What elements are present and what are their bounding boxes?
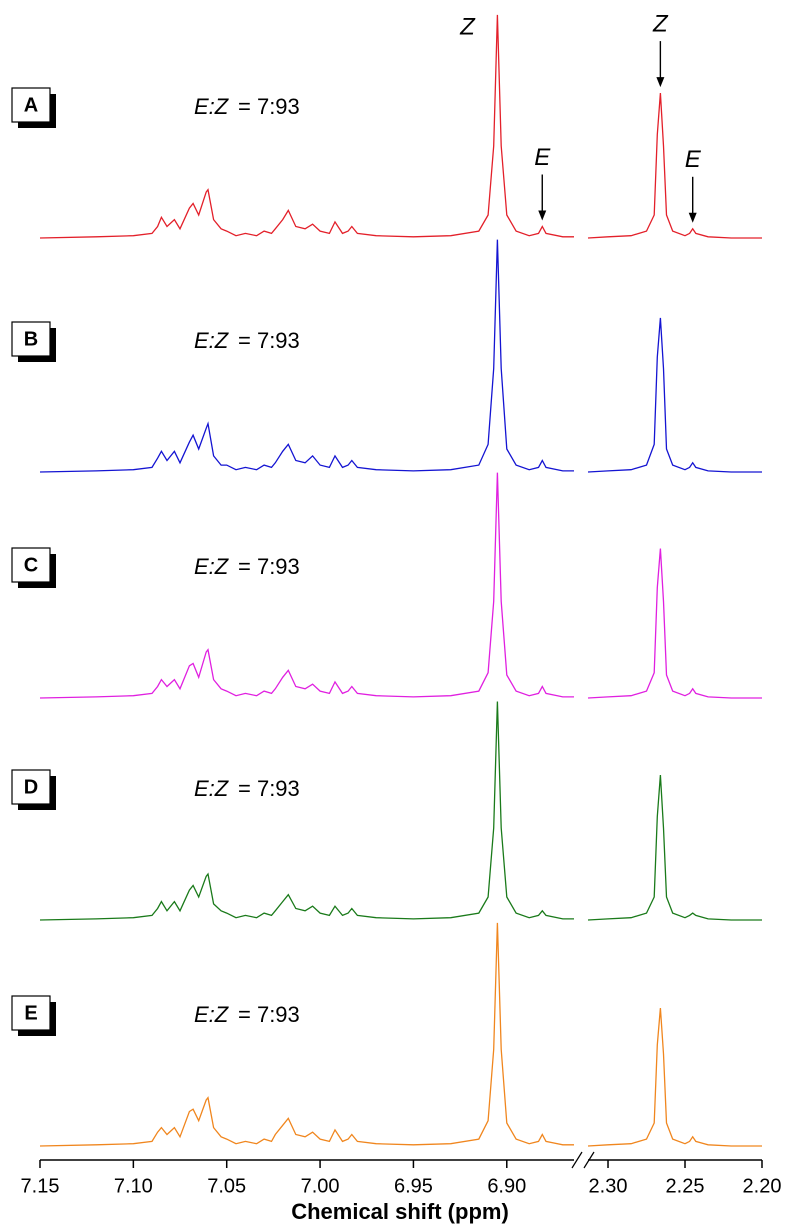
- spectrum-line: [39, 701, 574, 921]
- x-tick-label: 2.25: [666, 1175, 705, 1197]
- label-box: [11, 769, 51, 805]
- spectrum-line: [39, 239, 574, 473]
- annotation-arrowhead: [688, 212, 697, 223]
- x-tick-label: 7.05: [207, 1175, 246, 1197]
- panel-label: B: [24, 328, 38, 350]
- annotation: Z: [459, 13, 476, 40]
- spectrum-line: [39, 922, 574, 1147]
- label-box: [11, 87, 51, 123]
- x-tick-label: 6.95: [394, 1175, 433, 1197]
- spectrum-line: [587, 548, 762, 699]
- label-box: [11, 995, 51, 1031]
- ratio-label: E:Z: [194, 1002, 230, 1027]
- ratio-value: = 7:93: [238, 776, 300, 801]
- x-tick-label: 7.10: [114, 1175, 153, 1197]
- axis-break: [583, 1151, 595, 1169]
- ratio-value: = 7:93: [238, 554, 300, 579]
- spectrum-line: [39, 472, 574, 699]
- annotation-arrowhead: [656, 77, 665, 88]
- annotation: E: [685, 146, 702, 173]
- label-box: [11, 547, 51, 583]
- x-axis-title: Chemical shift (ppm): [291, 1199, 509, 1224]
- panel-label: D: [24, 776, 38, 798]
- ratio-label: E:Z: [194, 328, 230, 353]
- spectrum-line: [587, 93, 762, 239]
- spectrum-line: [39, 14, 574, 239]
- x-tick-label: 6.90: [487, 1175, 526, 1197]
- x-tick-label: 7.15: [21, 1175, 60, 1197]
- ratio-value: = 7:93: [238, 94, 300, 119]
- x-tick-label: 2.30: [589, 1175, 628, 1197]
- x-tick-label: 7.00: [301, 1175, 340, 1197]
- ratio-label: E:Z: [194, 554, 230, 579]
- annotation-arrowhead: [538, 210, 547, 221]
- x-tick-label: 2.20: [743, 1175, 782, 1197]
- ratio-value: = 7:93: [238, 1002, 300, 1027]
- label-box: [11, 321, 51, 357]
- ratio-value: = 7:93: [238, 328, 300, 353]
- axis-break: [571, 1151, 583, 1169]
- spectrum-line: [587, 775, 762, 921]
- ratio-label: E:Z: [194, 776, 230, 801]
- spectrum-line: [587, 317, 762, 473]
- panel-label: C: [24, 554, 38, 576]
- annotation: E: [534, 144, 551, 171]
- panel-label: E: [24, 1002, 37, 1024]
- spectrum-line: [587, 1007, 762, 1147]
- panel-label: A: [24, 94, 38, 116]
- annotation: Z: [652, 10, 669, 37]
- ratio-label: E:Z: [194, 94, 230, 119]
